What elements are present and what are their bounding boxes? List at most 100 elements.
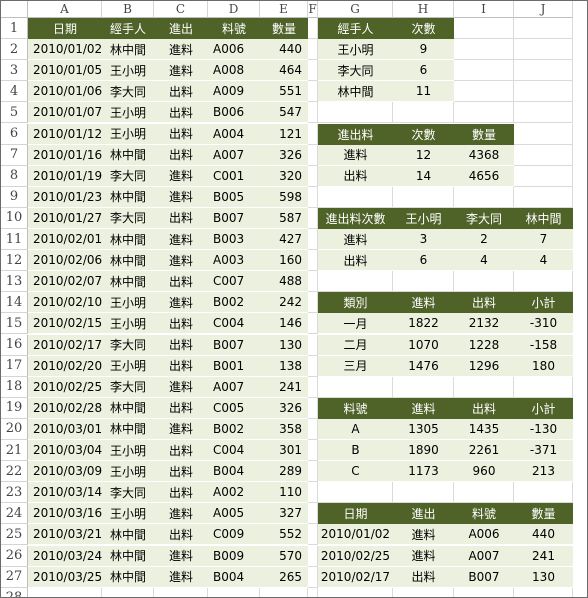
main-table-header-cell[interactable]: 料號 [208,18,260,40]
empty-cell[interactable] [393,102,454,124]
empty-cell[interactable] [454,18,514,40]
by-part-table-cell[interactable]: 1305 [393,418,454,440]
handler-count-table-cell[interactable]: 李大同 [318,60,393,82]
empty-cell[interactable] [308,60,318,82]
main-table-cell[interactable]: B007 [208,207,260,229]
inout-total-table-header-cell[interactable]: 進出料 [318,123,393,145]
column-header-g[interactable]: G [318,1,393,18]
empty-cell[interactable] [308,461,318,483]
main-table-cell[interactable]: 王小明 [102,60,154,82]
by-part-table-cell[interactable]: -130 [514,418,573,440]
main-table-cell[interactable]: C004 [208,313,260,335]
empty-cell[interactable] [318,271,393,293]
main-table-cell[interactable]: 出料 [154,524,208,546]
row-header-8[interactable]: 8 [1,165,28,187]
handler-count-table-cell[interactable]: 林中間 [318,81,393,103]
lookup-table-cell[interactable]: 出料 [393,566,454,588]
main-table-cell[interactable]: 2010/03/21 [28,524,102,546]
main-table-cell[interactable]: 327 [260,503,308,525]
main-table-cell[interactable]: 進料 [154,229,208,251]
main-table-cell[interactable]: A007 [208,376,260,398]
row-header-5[interactable]: 5 [1,102,28,124]
empty-cell[interactable] [308,482,318,504]
main-table-cell[interactable]: 2010/01/16 [28,144,102,166]
empty-cell[interactable] [308,292,318,314]
inout-by-handler-table-header-cell[interactable]: 進出料次數 [318,207,393,229]
row-header-13[interactable]: 13 [1,271,28,293]
empty-cell[interactable] [454,81,514,103]
main-table-cell[interactable]: 林中間 [102,566,154,588]
row-header-1[interactable]: 1 [1,18,28,40]
empty-cell[interactable] [308,587,318,597]
by-part-table-cell[interactable]: 1435 [454,418,514,440]
main-table-cell[interactable]: C001 [208,165,260,187]
by-part-table-header-cell[interactable]: 小計 [514,397,573,419]
row-header-21[interactable]: 21 [1,440,28,462]
lookup-table-cell[interactable]: A006 [454,524,514,546]
empty-cell[interactable] [318,587,393,597]
main-table-cell[interactable]: 出料 [154,81,208,103]
main-table-cell[interactable]: 出料 [154,313,208,335]
main-table-cell[interactable]: 林中間 [102,397,154,419]
main-table-cell[interactable]: 李大同 [102,334,154,356]
monthly-table-cell[interactable]: 2132 [454,313,514,335]
empty-cell[interactable] [308,440,318,462]
main-table-cell[interactable]: 出料 [154,207,208,229]
main-table-cell[interactable]: 2010/03/09 [28,461,102,483]
monthly-table-cell[interactable]: 1228 [454,334,514,356]
empty-cell[interactable] [514,39,573,61]
main-table-cell[interactable]: 出料 [154,461,208,483]
main-table-cell[interactable]: 326 [260,144,308,166]
inout-by-handler-table-cell[interactable]: 4 [514,250,573,272]
main-table-cell[interactable]: C004 [208,440,260,462]
monthly-table-cell[interactable]: 1822 [393,313,454,335]
by-part-table-cell[interactable]: -371 [514,440,573,462]
main-table-cell[interactable]: 2010/02/17 [28,334,102,356]
main-table-cell[interactable]: 2010/03/04 [28,440,102,462]
lookup-table-cell[interactable]: 241 [514,545,573,567]
monthly-table-cell[interactable]: -310 [514,313,573,335]
main-table-cell[interactable]: C005 [208,397,260,419]
main-table-cell[interactable]: 2010/01/23 [28,186,102,208]
inout-total-table-cell[interactable]: 出料 [318,165,393,187]
inout-by-handler-table-cell[interactable]: 2 [454,229,514,251]
main-table-cell[interactable]: 林中間 [102,250,154,272]
empty-cell[interactable] [393,587,454,597]
empty-cell[interactable] [102,587,154,597]
row-header-10[interactable]: 10 [1,207,28,229]
empty-cell[interactable] [308,229,318,251]
lookup-table-cell[interactable]: 2010/02/17 [318,566,393,588]
row-header-22[interactable]: 22 [1,461,28,483]
empty-cell[interactable] [154,587,208,597]
main-table-cell[interactable]: 2010/01/19 [28,165,102,187]
inout-total-table-cell[interactable]: 4656 [454,165,514,187]
row-header-14[interactable]: 14 [1,292,28,314]
main-table-cell[interactable]: 王小明 [102,461,154,483]
row-header-16[interactable]: 16 [1,334,28,356]
main-table-header-cell[interactable]: 經手人 [102,18,154,40]
monthly-table-cell[interactable]: 二月 [318,334,393,356]
main-table-cell[interactable]: 王小明 [102,102,154,124]
main-table-cell[interactable]: 2010/02/06 [28,250,102,272]
empty-cell[interactable] [454,186,514,208]
handler-count-table-header-cell[interactable]: 次數 [393,18,454,40]
main-table-cell[interactable]: 241 [260,376,308,398]
row-header-27[interactable]: 27 [1,566,28,588]
main-table-cell[interactable]: 547 [260,102,308,124]
main-table-cell[interactable]: 2010/01/02 [28,39,102,61]
main-table-cell[interactable]: C009 [208,524,260,546]
empty-cell[interactable] [393,271,454,293]
empty-cell[interactable] [308,144,318,166]
main-table-cell[interactable]: 289 [260,461,308,483]
by-part-table-header-cell[interactable]: 出料 [454,397,514,419]
main-table-cell[interactable]: A002 [208,482,260,504]
inout-by-handler-table-cell[interactable]: 出料 [318,250,393,272]
empty-cell[interactable] [514,587,573,597]
main-table-cell[interactable]: 427 [260,229,308,251]
empty-cell[interactable] [260,587,308,597]
main-table-cell[interactable]: 出料 [154,334,208,356]
row-header-2[interactable]: 2 [1,39,28,61]
empty-cell[interactable] [308,186,318,208]
empty-cell[interactable] [208,587,260,597]
